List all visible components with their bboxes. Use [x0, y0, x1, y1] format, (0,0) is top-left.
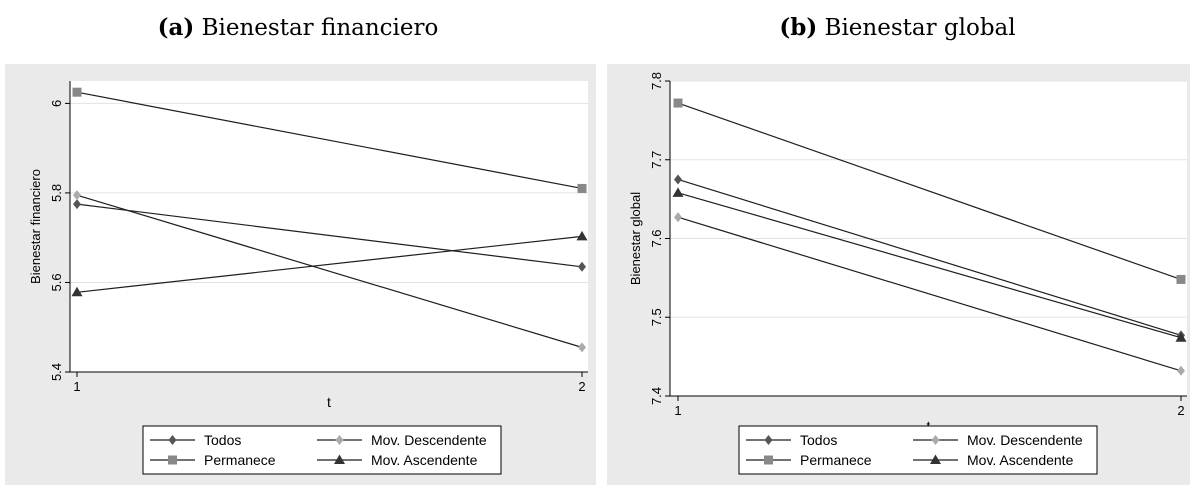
triangle-marker [71, 286, 83, 297]
series-line [677, 192, 1182, 339]
series-mov-descendente [73, 190, 586, 353]
x-tick-label: 1 [674, 403, 681, 418]
diamond-marker [335, 435, 344, 445]
legend-item: Permanece [746, 452, 872, 468]
chart-title-text: Bienestar global [824, 15, 1016, 41]
diamond-marker [674, 212, 682, 223]
x-tick-label: 2 [1177, 403, 1184, 418]
y-tick-label: 5.8 [49, 184, 64, 202]
panel-b: (b) Bienestar global 7.47.57.67.77.812tB… [603, 0, 1192, 491]
y-axis-label: Bienestar global [628, 192, 643, 285]
x-tick-label: 2 [578, 379, 585, 394]
square-marker [673, 98, 683, 108]
square-marker [764, 455, 773, 465]
y-tick-label: 7.5 [649, 308, 664, 326]
legend-box [142, 425, 502, 475]
y-tick-label: 5.4 [49, 363, 64, 381]
plot-area [70, 81, 588, 372]
y-tick-label: 6 [49, 100, 64, 107]
y-tick-label: 7.4 [649, 387, 664, 405]
diamond-marker [578, 342, 586, 353]
series-line [76, 203, 583, 268]
y-tick-label: 7.7 [649, 151, 664, 169]
diamond-marker [73, 199, 81, 210]
triangle-marker [576, 230, 588, 241]
series-permanece [72, 87, 587, 193]
diamond-marker [931, 435, 940, 445]
triangle-marker [672, 187, 684, 197]
diamond-marker [1177, 365, 1185, 376]
triangle-marker [1175, 332, 1187, 342]
legend-label: Mov. Descendente [371, 432, 487, 448]
panel-label: (b) [779, 14, 818, 41]
square-marker [168, 455, 177, 465]
legend: Todos Mov. Descendente Permanece Mov. Ascen… [738, 425, 1098, 475]
series-line [677, 102, 1182, 281]
series-mov-ascendente [672, 187, 1187, 342]
series-permanece [673, 98, 1186, 284]
y-axis-label: Bienestar financiero [28, 169, 43, 284]
legend-label: Permanece [204, 452, 276, 468]
series-mov-ascendente [71, 230, 588, 297]
legend-item: Mov. Descendente [913, 432, 1083, 448]
legend-item: Mov. Descendente [317, 432, 487, 448]
legend-item: Todos [746, 432, 837, 448]
y-tick-label: 7.8 [649, 72, 664, 90]
chart-a: 5.4 5.6 5.8 6 1 2 t Bienestar financiero Todos Mo… [5, 64, 596, 485]
chart-title-text: Bienestar financiero [201, 15, 439, 41]
x-tick-label: 1 [73, 379, 80, 394]
y-tick-label: 7.6 [649, 229, 664, 247]
x-axis-label: t [327, 394, 331, 410]
legend-item: Todos [150, 432, 241, 448]
diamond-marker [168, 435, 177, 445]
legend-label: Mov. Ascendente [967, 452, 1074, 468]
legend-box [738, 425, 1098, 475]
series-line [677, 178, 1182, 336]
series-mov-descendente [674, 212, 1185, 376]
series-line [76, 235, 583, 293]
y-tick-label: 5.6 [49, 273, 64, 291]
panel-label: (a) [157, 14, 195, 41]
chart-b: 7.47.57.67.77.812tBienestar globalTodosM… [607, 64, 1190, 485]
square-marker [1176, 274, 1186, 284]
square-marker [577, 183, 587, 193]
diamond-marker [73, 190, 81, 201]
legend: Todos Mov. Descendente Permanece Mov. Ascen… [142, 425, 502, 475]
panel-a: (a) Bienestar financiero 5.4 5.6 5.8 6 1 2 t Bi… [0, 14, 596, 485]
triangle-marker [334, 454, 345, 464]
legend-label: Todos [800, 432, 837, 448]
series-todos [73, 199, 586, 272]
series-line [76, 194, 583, 348]
square-marker [72, 87, 82, 97]
diamond-marker [578, 261, 586, 272]
legend-item: Mov. Ascendente [317, 452, 478, 468]
series-line [677, 216, 1182, 372]
series-line [76, 91, 583, 190]
diamond-marker [764, 435, 773, 445]
chart-title: (b) Bienestar global [603, 14, 1192, 41]
legend-label: Mov. Ascendente [371, 452, 478, 468]
diamond-marker [674, 174, 682, 185]
legend-label: Todos [204, 432, 241, 448]
legend-item: Permanece [150, 452, 276, 468]
legend-item: Mov. Ascendente [913, 452, 1074, 468]
triangle-marker [930, 454, 941, 464]
legend-label: Mov. Descendente [967, 432, 1083, 448]
chart-title: (a) Bienestar financiero [0, 14, 596, 41]
legend-label: Permanece [800, 452, 872, 468]
